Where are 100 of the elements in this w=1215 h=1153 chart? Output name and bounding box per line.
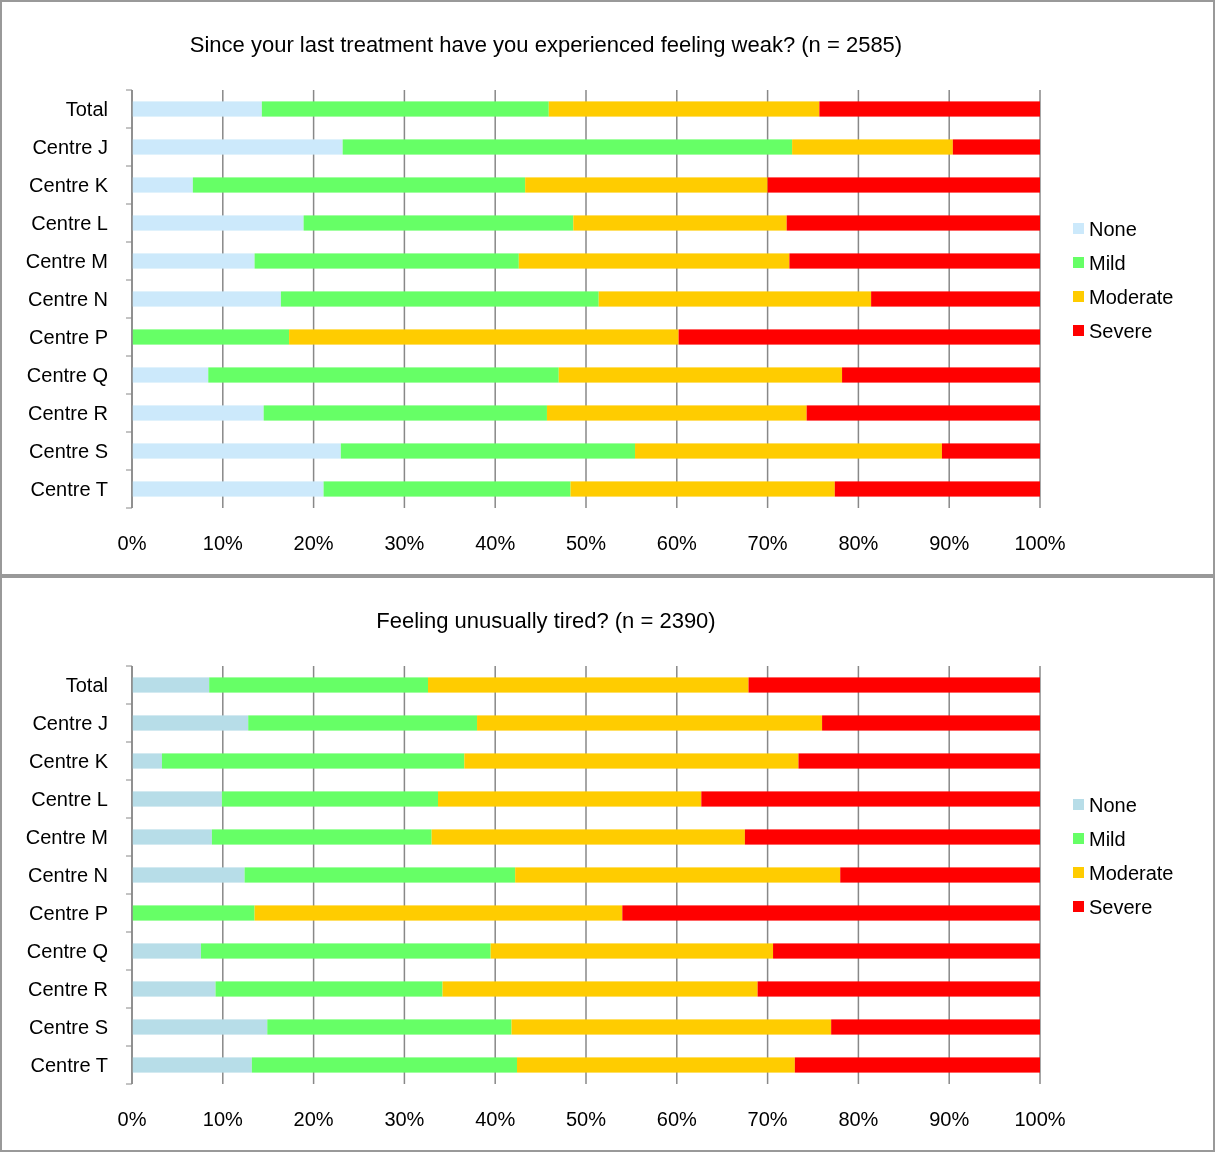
y-tick-label: Centre S <box>29 440 108 462</box>
bar <box>757 981 1040 997</box>
bar <box>806 405 1040 421</box>
bar <box>819 101 1040 117</box>
y-tick-label: Centre Q <box>26 364 108 386</box>
bar <box>251 1057 517 1073</box>
y-tick-label: Centre K <box>29 750 109 772</box>
y-tick-label: Total <box>65 674 108 696</box>
bar <box>221 791 438 807</box>
bar <box>518 253 790 269</box>
x-tick-label: 70% <box>747 1108 788 1130</box>
bar <box>208 367 559 383</box>
x-tick-label: 0% <box>117 532 147 554</box>
bar <box>442 981 758 997</box>
x-tick-label: 20% <box>293 532 334 554</box>
bar <box>132 177 193 193</box>
legend-label: None <box>1089 794 1137 816</box>
y-tick-label: Centre J <box>32 712 108 734</box>
y-tick-label: Centre T <box>30 478 108 500</box>
x-tick-label: 100% <box>1014 1108 1066 1130</box>
x-tick-label: 90% <box>929 1108 970 1130</box>
x-tick-label: 10% <box>202 1108 244 1130</box>
bar <box>748 677 1040 693</box>
bar <box>132 753 162 769</box>
bar <box>289 329 679 345</box>
legend-label: Severe <box>1089 896 1153 918</box>
y-tick-label: Centre N <box>27 288 108 310</box>
bar <box>438 791 702 807</box>
bar <box>744 829 1040 845</box>
bar <box>132 215 304 231</box>
x-tick-label: 30% <box>384 532 425 554</box>
bar <box>622 905 1040 921</box>
bar <box>244 867 516 883</box>
bar <box>254 253 519 269</box>
bar <box>132 101 262 117</box>
bar <box>831 1019 1040 1035</box>
bar <box>132 677 210 693</box>
legend-label: Mild <box>1089 828 1126 850</box>
y-tick-label: Centre Q <box>26 940 108 962</box>
x-tick-label: 40% <box>475 532 516 554</box>
chart-title: Since your last treatment have you experienced feeling weak? (n = 2585) <box>189 32 903 57</box>
bar <box>678 329 1040 345</box>
bar <box>525 177 768 193</box>
y-tick-label: Centre J <box>32 136 108 158</box>
bar <box>132 367 209 383</box>
y-tick-label: Centre R <box>27 402 108 424</box>
bar <box>834 481 1040 497</box>
bar <box>303 215 574 231</box>
bar <box>598 291 872 307</box>
legend-label: Moderate <box>1089 286 1174 308</box>
bar <box>340 443 636 459</box>
bar <box>132 139 343 155</box>
bar <box>201 943 491 959</box>
x-tick-label: 60% <box>656 1108 698 1130</box>
bar <box>132 443 341 459</box>
bar <box>132 867 245 883</box>
bar <box>132 981 216 997</box>
bar <box>511 1019 832 1035</box>
bar <box>323 481 571 497</box>
bar <box>132 829 212 845</box>
x-tick-label: 20% <box>293 1108 334 1130</box>
bar <box>767 177 1040 193</box>
bar <box>792 139 953 155</box>
bar <box>267 1019 512 1035</box>
y-tick-label: Centre N <box>27 864 108 886</box>
bar <box>263 405 547 421</box>
bar <box>840 867 1040 883</box>
bar <box>132 481 324 497</box>
bar <box>261 101 549 117</box>
x-tick-label: 50% <box>565 532 607 554</box>
bar <box>635 443 942 459</box>
legend-label: None <box>1089 218 1137 240</box>
y-tick-label: Centre M <box>25 250 108 272</box>
x-tick-label: 80% <box>838 532 879 554</box>
bar <box>132 905 255 921</box>
y-tick-label: Centre P <box>29 326 108 348</box>
bar <box>132 1019 268 1035</box>
y-tick-label: Centre L <box>31 212 108 234</box>
x-tick-label: 0% <box>117 1108 147 1130</box>
legend-label: Moderate <box>1089 862 1174 884</box>
bar <box>941 443 1040 459</box>
bar <box>773 943 1040 959</box>
bar <box>952 139 1040 155</box>
bar <box>132 715 249 731</box>
y-tick-label: Centre K <box>29 174 109 196</box>
bar <box>215 981 443 997</box>
bar <box>132 329 290 345</box>
bar <box>192 177 526 193</box>
bar <box>786 215 1040 231</box>
bar <box>546 405 807 421</box>
bar <box>132 791 222 807</box>
legend-label: Severe <box>1089 320 1153 342</box>
x-tick-label: 10% <box>202 532 244 554</box>
bar <box>132 253 255 269</box>
bar <box>132 291 281 307</box>
x-tick-label: 30% <box>384 1108 425 1130</box>
bar <box>211 829 432 845</box>
x-tick-label: 100% <box>1014 532 1066 554</box>
y-tick-label: Centre T <box>30 1054 108 1076</box>
y-tick-label: Centre P <box>29 902 108 924</box>
